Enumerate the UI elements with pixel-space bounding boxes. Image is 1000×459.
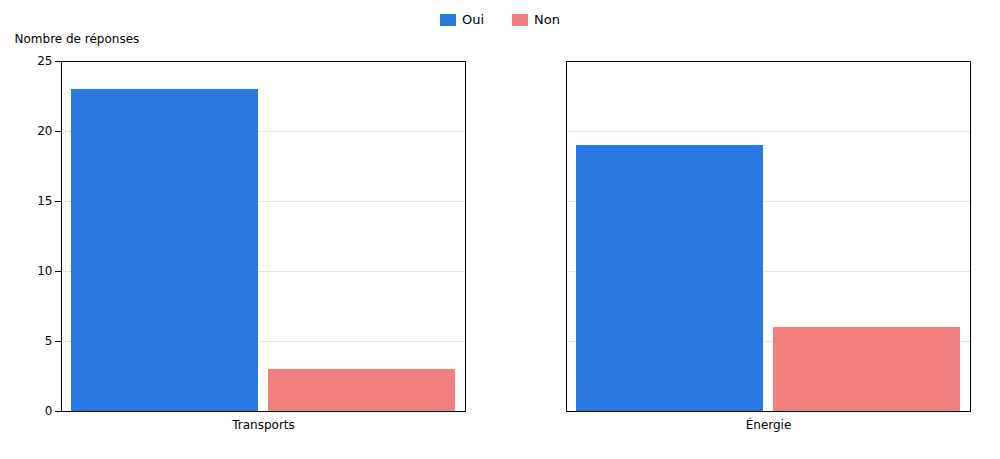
svg-text:Transports: Transports [231, 418, 295, 432]
svg-text:Énergie: Énergie [746, 417, 792, 432]
svg-text:15: 15 [37, 194, 52, 208]
svg-text:25: 25 [37, 54, 52, 68]
svg-text:20: 20 [37, 124, 52, 138]
svg-text:0: 0 [45, 404, 53, 418]
svg-text:5: 5 [45, 334, 53, 348]
html-text:Non: Non [534, 12, 560, 27]
svg-text:Nombre de réponses: Nombre de réponses [15, 32, 140, 46]
html-text:Oui: Oui [462, 12, 485, 27]
svg-text:10: 10 [37, 264, 52, 278]
